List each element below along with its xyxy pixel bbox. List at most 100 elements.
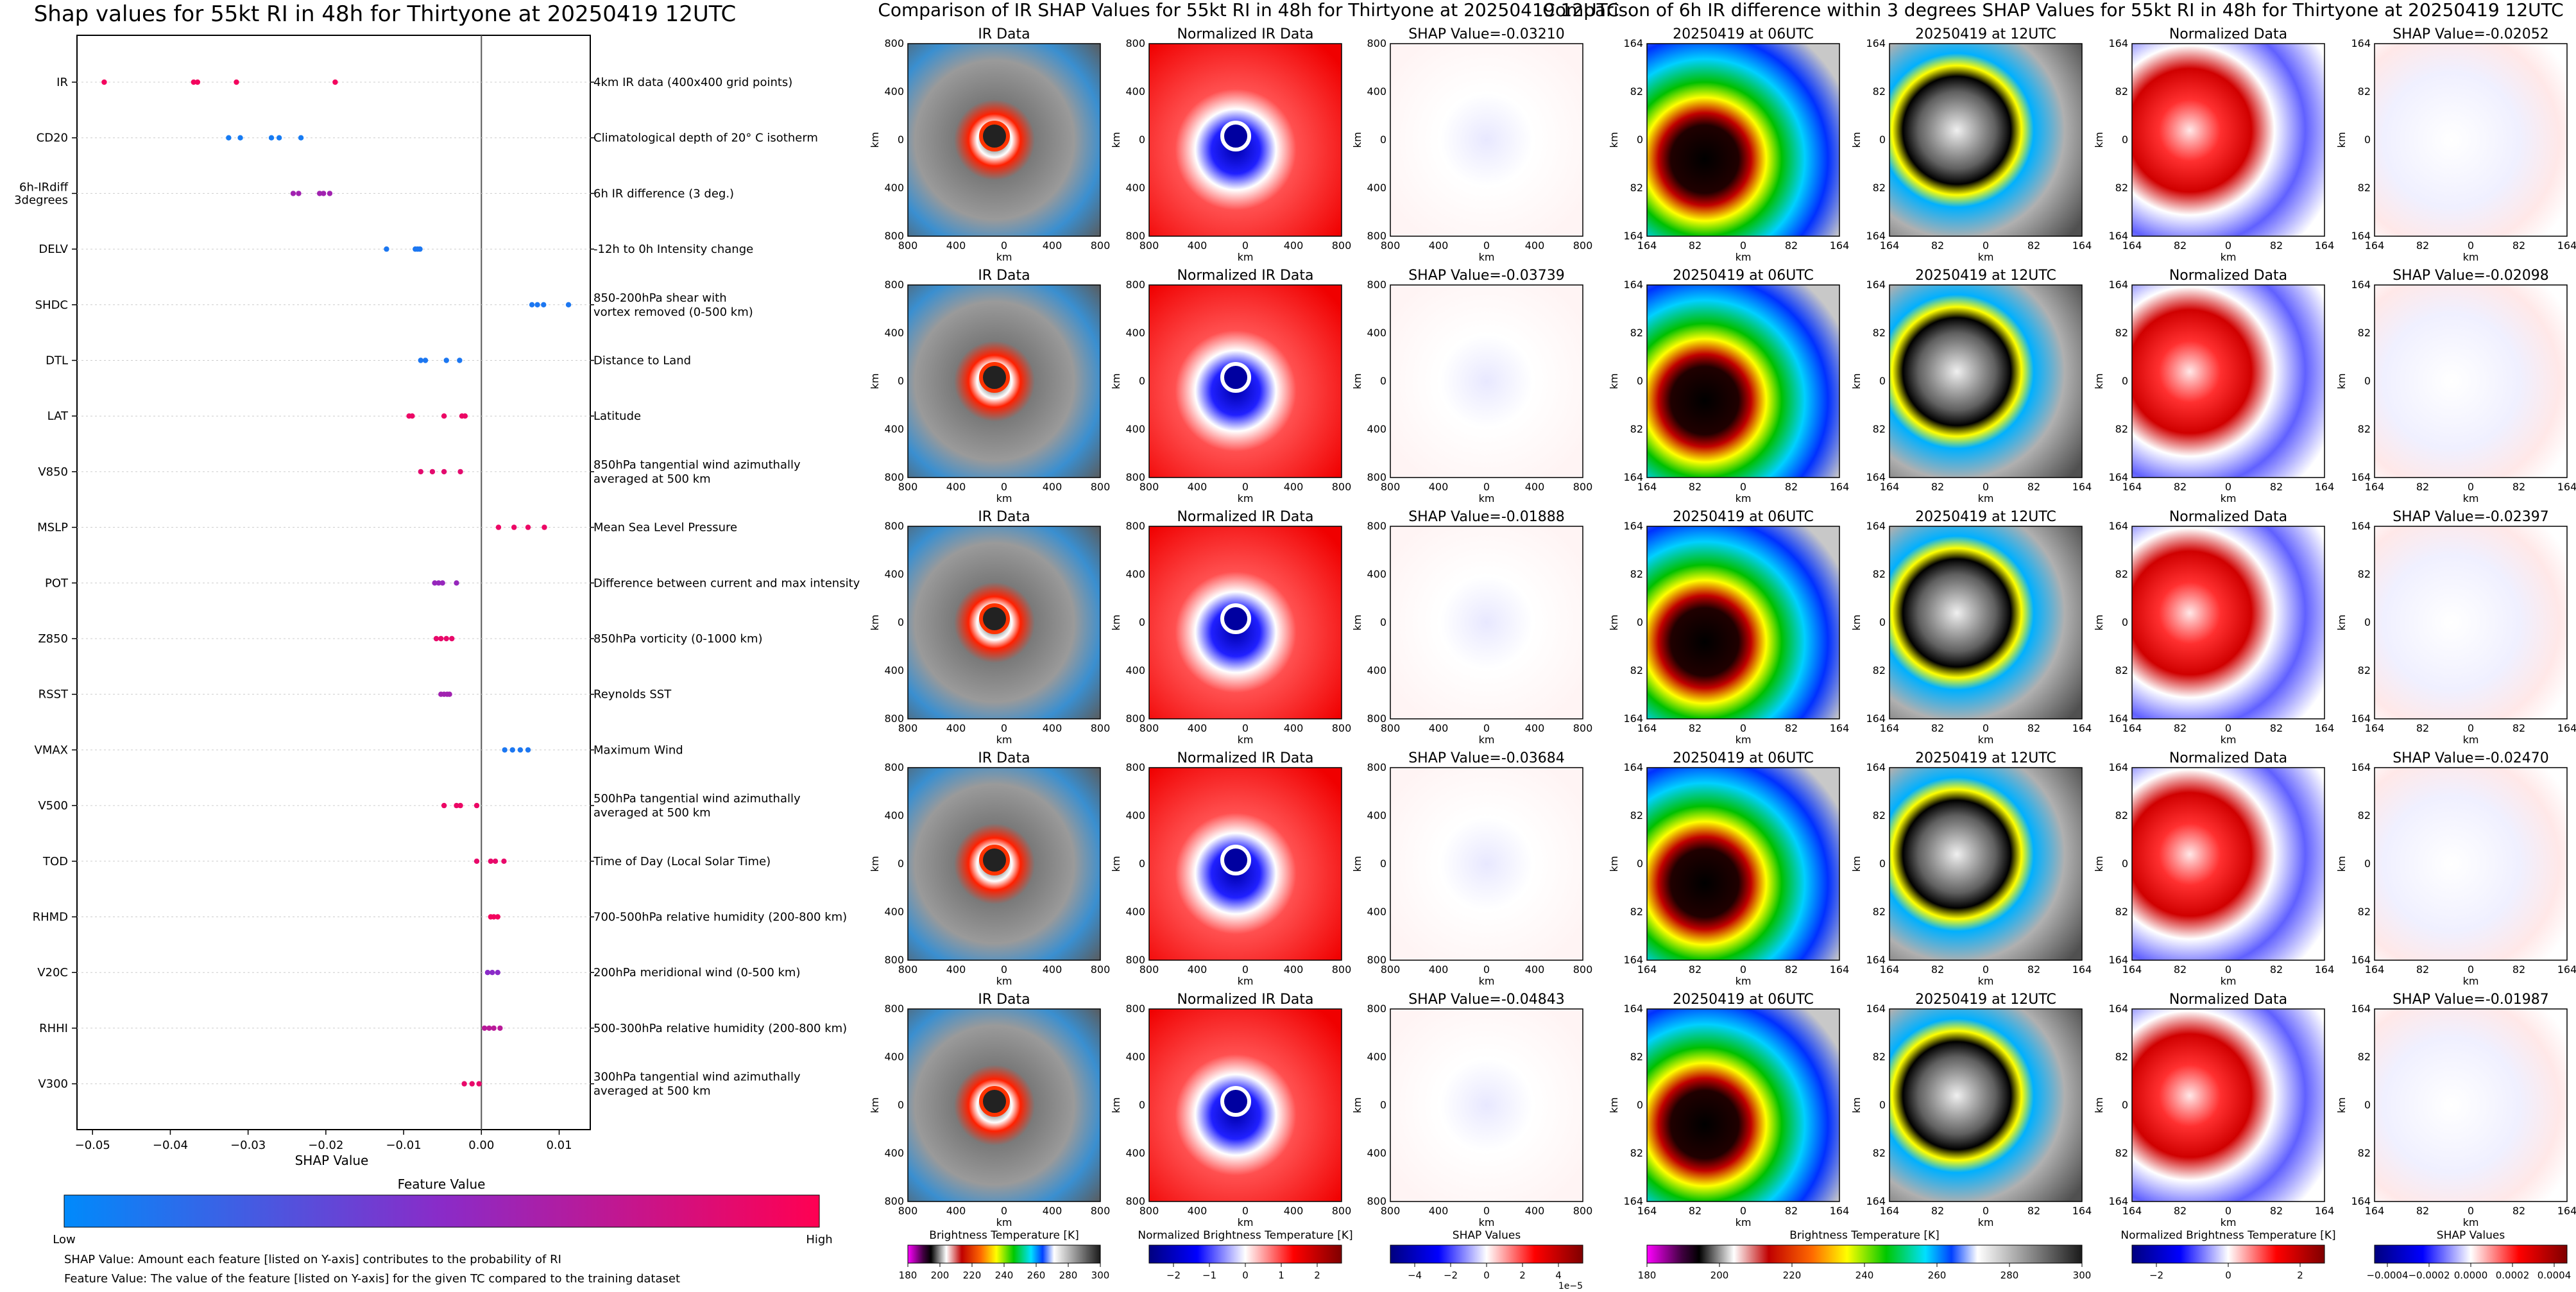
x-tick-label: 400 (1284, 481, 1304, 493)
y-tick-label: 800 (1125, 230, 1145, 242)
colorbar-tick-label: −2 (2149, 1270, 2163, 1281)
y-tick-label: 400 (1367, 1051, 1386, 1063)
y-axis-label: km (1608, 1098, 1620, 1114)
y-tick-label: 800 (884, 471, 904, 483)
x-tick-label: 400 (1429, 481, 1449, 493)
shap-point (457, 357, 463, 363)
shap-point (439, 580, 445, 586)
shap-point (298, 135, 304, 141)
heatmap-image (2131, 767, 2325, 961)
shap-point (321, 191, 327, 196)
subplot-title: 20250419 at 06UTC (1673, 26, 1814, 42)
subplot-title: 20250419 at 12UTC (1915, 750, 2056, 766)
heatmap-image (1646, 1008, 1840, 1202)
x-tick-label: 164 (2557, 1205, 2576, 1217)
subplot-title: Normalized Data (2169, 750, 2287, 766)
irdiff-comparison-title: Comparison of 6h IR difference within 3 … (1542, 0, 2563, 21)
y-tick-label: 82 (1873, 182, 1886, 194)
y-tick-label: 400 (1125, 906, 1145, 918)
x-tick-label: 164 (2122, 963, 2142, 976)
subplot-title: IR Data (978, 268, 1030, 284)
colorbar-tick-label: −0.0002 (2408, 1270, 2450, 1281)
y-axis-label: km (1850, 615, 1863, 631)
y-axis-label: km (1850, 132, 1863, 148)
heatmap-image (1390, 526, 1583, 719)
feature-description: 200hPa meridional wind (0-500 km) (593, 966, 800, 979)
y-tick-label: 800 (1125, 761, 1145, 773)
feature-descriptions: 4km IR data (400x400 grid points) Climato… (593, 76, 860, 1098)
y-tick-label: 0 (1879, 134, 1886, 146)
x-tick-label: 82 (2027, 1205, 2040, 1217)
heatmap-image (2131, 284, 2325, 478)
x-axis-label: km (996, 1216, 1012, 1228)
colorbar-tick-label: 0 (2225, 1270, 2231, 1281)
x-tick-label: 400 (946, 722, 966, 734)
x-axis-label: SHAP Value (295, 1153, 369, 1168)
subplot-title: SHAP Value=-0.01888 (1408, 509, 1565, 525)
y-axis-label: km (2335, 615, 2348, 631)
feature-label-shdc: SHDC (35, 298, 68, 312)
x-tick-label: 164 (1830, 963, 1850, 976)
x-tick-label: 82 (2270, 1205, 2283, 1217)
y-tick-label: 82 (2115, 906, 2128, 918)
y-tick-label: 800 (1125, 471, 1145, 483)
shap-point (438, 635, 444, 642)
x-tick-label: 400 (1043, 481, 1062, 493)
y-axis-label: km (2335, 374, 2348, 390)
shap-point (501, 858, 507, 865)
heatmap-image (1889, 767, 2083, 961)
y-tick-label: 800 (1367, 712, 1386, 725)
y-tick-label: 164 (1866, 712, 1886, 725)
irdiff-panel-grid: 20250419 at 06UTC 164 164 82 82 0 0 82 82 164 164 k… (1608, 26, 2576, 1228)
x-tick-label: 82 (2174, 239, 2187, 252)
x-tick-label: 82 (2174, 963, 2187, 976)
x-tick-label: 82 (2174, 722, 2187, 734)
x-axis-label: km (1736, 734, 1752, 746)
feature-label-rhmd: RHMD (33, 911, 68, 924)
x-tick-label: 164 (1880, 722, 1900, 734)
x-tick-label: 82 (2027, 963, 2040, 976)
y-tick-label: 0 (1879, 1099, 1886, 1111)
y-axis-label: km (1351, 374, 1363, 390)
y-tick-label: 400 (1125, 423, 1145, 435)
shap-point (443, 357, 449, 363)
x-tick-label: 0 (1242, 722, 1249, 734)
heatmap-image (1889, 526, 2083, 719)
y-tick-label: 0 (2364, 375, 2371, 387)
x-tick-label: 164 (2557, 722, 2576, 734)
x-tick-label: 82 (2270, 963, 2283, 976)
x-tick-label: 400 (1284, 1205, 1304, 1217)
subplot-title: SHAP Value=-0.01987 (2393, 992, 2549, 1008)
y-tick-label: 82 (2115, 664, 2128, 676)
y-axis-label: km (1351, 856, 1363, 872)
y-axis-label: km (1850, 1098, 1863, 1114)
x-axis-label: km (1479, 1216, 1495, 1228)
x-tick-label: 800 (898, 722, 918, 734)
feature-label-v20c: V20C (37, 966, 68, 979)
shap-point (422, 357, 429, 363)
y-tick-label: 164 (2351, 1195, 2371, 1207)
y-tick-label: 800 (884, 1195, 904, 1207)
subplot-title: Normalized IR Data (1177, 26, 1313, 42)
y-tick-label: 164 (2108, 520, 2128, 532)
colorbar-tick-label: −1 (1202, 1270, 1216, 1281)
shap-point (417, 246, 423, 252)
shap-summary-panel: Shap values for 55kt RI in 48h for Thirt… (14, 1, 860, 1286)
x-axis-label: km (1238, 1216, 1254, 1228)
y-tick-label: 82 (1630, 1051, 1643, 1063)
colorbar-tick-label: 240 (1855, 1270, 1874, 1281)
storm-eye-mark (979, 362, 1010, 393)
x-tick-label: 164 (2365, 1205, 2385, 1217)
shap-point (276, 135, 282, 141)
x-axis-label: km (2463, 251, 2479, 263)
colorbar-tick-label: −2 (1444, 1270, 1458, 1281)
feature-description: 700-500hPa relative humidity (200-800 km… (593, 911, 847, 924)
shap-point (457, 469, 463, 475)
x-tick-label: 400 (1188, 239, 1207, 252)
x-tick-label: 82 (1785, 239, 1798, 252)
colorbar-tick-label: 180 (899, 1270, 917, 1281)
subplot-title: Normalized Data (2169, 268, 2287, 284)
y-tick-label: 0 (1139, 616, 1145, 628)
y-axis-label: km (2093, 856, 2105, 872)
